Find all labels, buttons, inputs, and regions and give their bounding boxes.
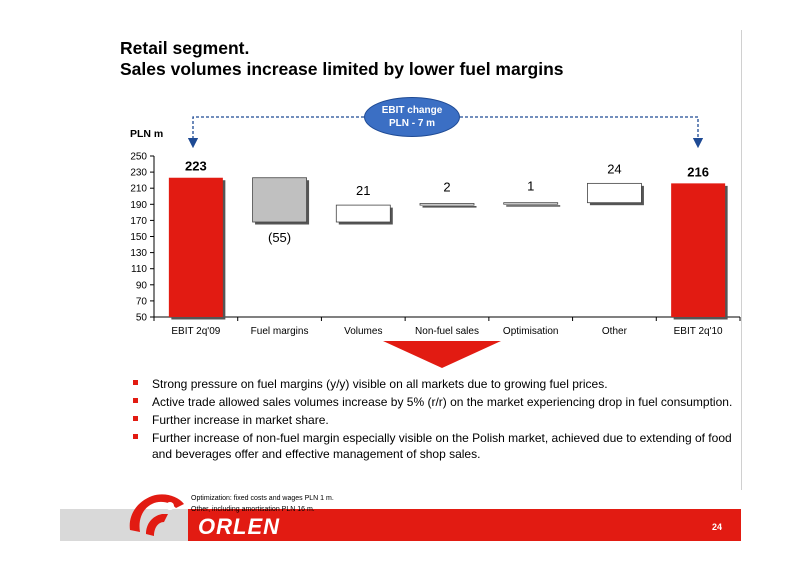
y-tick-label: 110 [131,264,147,275]
bar-optimisation [503,202,559,205]
bar-other [587,182,642,204]
chart-bars [168,177,728,320]
y-tick-label: 230 [130,168,147,179]
right-callout-arrow [460,116,704,149]
footnote: Optimization: fixed costs and wages PLN … [191,493,334,515]
bullet-list: Strong pressure on fuel margins (y/y) vi… [133,376,733,464]
chart-axes: 50 70 90 110 130 150 170 190 210 230 250 [130,152,741,324]
y-tick-label: 210 [130,184,147,195]
y-tick-label: 150 [130,232,147,243]
y-tick-label: 50 [136,313,148,324]
bar-volumes [335,204,391,223]
page-number: 24 [712,522,723,532]
orlen-logo-text: ORLEN [198,514,280,539]
y-tick-label: 130 [130,248,147,259]
bar-shadow [506,205,561,207]
callout-line-2: PLN - 7 m [388,118,436,129]
bullet-marker-icon [133,416,138,421]
data-label: 21 [356,183,370,198]
x-category-label: Non-fuel sales [415,326,479,337]
x-category-label: Fuel margins [251,326,309,337]
left-callout-arrow [187,116,364,149]
waterfall-chart: 50 70 90 110 130 150 170 190 210 230 250 EBIT 2q'0… [130,116,741,337]
bar-ebit-2q-09 [168,177,223,317]
bar-ebit-2q-10 [671,183,726,317]
page-title: Retail segment. Sales volumes increase l… [120,38,564,80]
bar-shadow [422,205,477,208]
red-down-triangle [383,341,501,368]
bullet-marker-icon [133,434,138,439]
bullet-marker-icon [133,380,138,385]
callout-arrows [187,116,704,149]
x-category-label: EBIT 2q'09 [171,326,220,337]
data-label: 2 [443,179,450,194]
footnote-line-1: Optimization: fixed costs and wages PLN … [191,495,334,502]
x-category-label: EBIT 2q'10 [674,326,723,337]
x-category-label: Optimisation [503,326,559,337]
title-line-2: Sales volumes increase limited by lower … [120,59,564,79]
bullet-item: Strong pressure on fuel margins (y/y) vi… [133,376,733,392]
bullet-item: Active trade allowed sales volumes incre… [133,394,733,410]
bullet-marker-icon [133,398,138,403]
bar-non-fuel-sales [419,203,475,206]
orlen-eagle-logo-icon [129,494,184,536]
callout-line-1: EBIT change [381,105,443,116]
ebit-change-callout: EBIT change PLN - 7 m [364,97,460,137]
y-tick-label: 90 [136,280,148,291]
x-category-label: Other [602,326,628,337]
y-tick-label: 70 [136,296,148,307]
data-label: (55) [268,230,291,245]
title-line-1: Retail segment. [120,38,250,58]
y-axis-unit-label: PLN m [130,128,164,140]
footer-red-bar [188,509,741,541]
bullet-item: Further increase in market share. [133,412,733,428]
y-tick-label: 250 [130,152,147,163]
data-label: 24 [607,161,621,176]
x-category-label: Volumes [344,326,382,337]
data-label: 223 [185,159,207,174]
y-tick-label: 170 [130,216,147,227]
bullet-item: Further increase of non-fuel margin espe… [133,430,733,462]
right-divider-line [741,30,742,490]
y-tick-label: 190 [130,200,147,211]
bar-fuel-margins [252,177,307,223]
data-label: 1 [527,179,534,194]
footnote-line-2: Other, including amortisation PLN 16 m. [191,506,315,513]
data-label: 216 [687,164,709,179]
